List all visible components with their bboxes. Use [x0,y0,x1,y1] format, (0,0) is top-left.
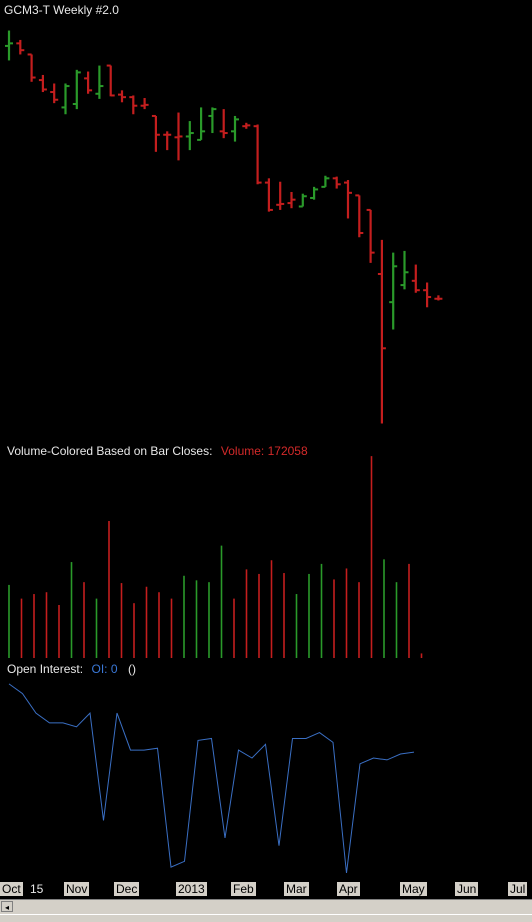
price-bar [5,31,13,61]
horizontal-scrollbar[interactable]: ◂ [0,899,532,914]
price-bar [254,125,262,185]
x-tick-label: Mar [284,882,309,896]
price-bar [434,295,442,300]
price-bar [344,180,352,218]
price-bar [242,123,250,129]
price-bar [265,178,273,211]
price-bar [73,70,81,109]
price-bar [62,84,70,115]
volume-label-row: Volume-Colored Based on Bar Closes: Volu… [7,442,308,460]
price-bar [333,177,341,189]
x-axis: Oct 15 Nov Dec 2013 Feb Mar Apr May Jun Jul [0,880,532,898]
x-tick-label: Jul [508,882,527,896]
x-tick-label: May [400,882,427,896]
price-bar [288,192,296,208]
chart-canvas [0,0,532,880]
oi-value: OI: 0 [92,662,118,676]
price-bar [84,72,92,94]
price-bar [367,210,375,263]
x-tick-label: Oct [0,882,23,896]
price-bar [197,107,205,139]
price-bar [118,90,126,102]
x-tick-label: Dec [114,882,139,896]
price-bar [231,116,239,142]
volume-label: Volume-Colored Based on Bar Closes: [7,444,212,458]
price-bar [163,131,171,150]
price-bar [401,251,409,289]
price-bar [389,253,397,330]
oi-label: Open Interest: [7,662,83,676]
volume-bars [9,456,422,658]
price-bar [412,265,420,293]
price-bar [39,75,47,92]
oi-series-line [9,684,414,873]
x-tick-label: 15 [28,882,45,896]
price-bar [175,113,183,161]
chart-title: GCM3-T Weekly #2.0 [4,3,119,17]
x-tick-label: Feb [231,882,256,896]
price-bar [276,182,284,210]
price-bar [321,176,329,187]
x-tick-label: Nov [64,882,89,896]
price-bar [50,84,58,104]
price-bar [152,116,160,152]
oi-label-row: Open Interest: OI: 0 () [7,660,136,678]
volume-value: Volume: 172058 [221,444,308,458]
oi-extra: () [128,662,136,676]
open-interest-line [9,684,414,873]
price-bar [310,187,318,200]
x-tick-label: 2013 [176,882,207,896]
price-bar [16,40,24,55]
price-bar [107,66,115,97]
price-bar [186,121,194,150]
price-bar [355,195,363,237]
x-tick-label: Jun [455,882,478,896]
scroll-left-arrow-icon[interactable]: ◂ [1,901,13,912]
x-tick-label: Apr [337,882,360,896]
price-bar [299,194,307,207]
price-bar [378,240,386,424]
price-bar [220,109,228,138]
price-bar [95,66,103,99]
price-bars [5,31,442,424]
price-bar [423,283,431,308]
price-bar [129,95,137,114]
price-bar [208,107,216,133]
price-bar [141,98,149,109]
price-bar [28,54,36,81]
